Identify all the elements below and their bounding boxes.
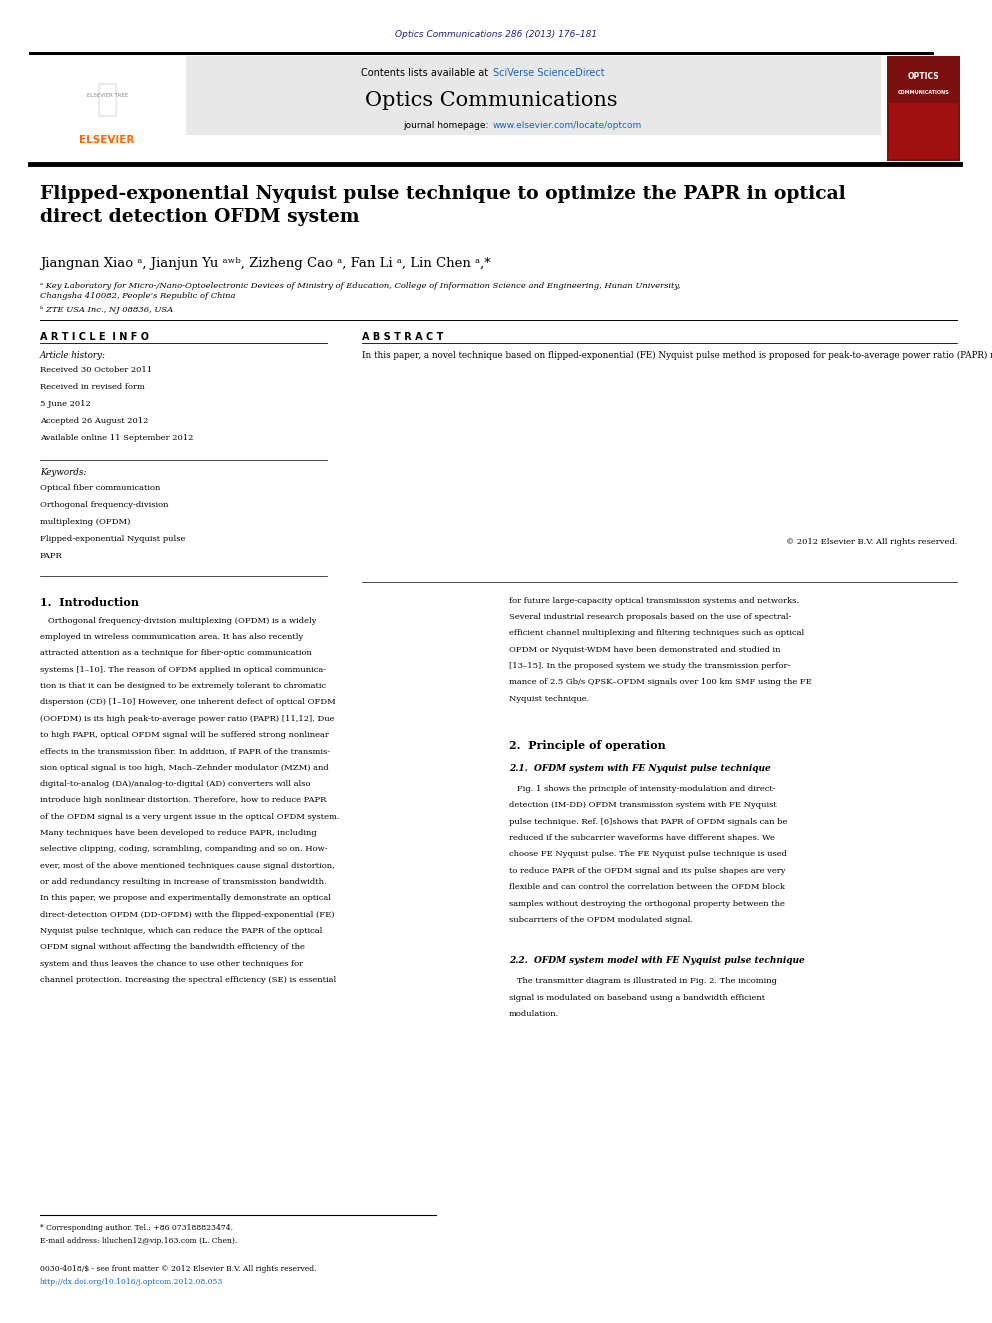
Text: 0030-4018/$ - see front matter © 2012 Elsevier B.V. All rights reserved.: 0030-4018/$ - see front matter © 2012 El… — [40, 1265, 316, 1273]
Text: http://dx.doi.org/10.1016/j.optcom.2012.08.053: http://dx.doi.org/10.1016/j.optcom.2012.… — [40, 1278, 223, 1286]
Text: subcarriers of the OFDM modulated signal.: subcarriers of the OFDM modulated signal… — [509, 916, 692, 923]
Text: detection (IM-DD) OFDM transmission system with FE Nyquist: detection (IM-DD) OFDM transmission syst… — [509, 802, 777, 810]
Text: selective clipping, coding, scrambling, companding and so on. How-: selective clipping, coding, scrambling, … — [40, 845, 327, 853]
Text: choose FE Nyquist pulse. The FE Nyquist pulse technique is used: choose FE Nyquist pulse. The FE Nyquist … — [509, 851, 787, 859]
Text: © 2012 Elsevier B.V. All rights reserved.: © 2012 Elsevier B.V. All rights reserved… — [786, 538, 957, 546]
Text: Available online 11 September 2012: Available online 11 September 2012 — [40, 434, 193, 442]
Text: pulse technique. Ref. [6]shows that PAPR of OFDM signals can be: pulse technique. Ref. [6]shows that PAPR… — [509, 818, 788, 826]
Text: journal homepage:: journal homepage: — [403, 122, 491, 130]
Text: OPTICS: OPTICS — [908, 73, 939, 81]
Text: systems [1–10]. The reason of OFDM applied in optical communica-: systems [1–10]. The reason of OFDM appli… — [40, 665, 325, 673]
Text: Flipped-exponential Nyquist pulse: Flipped-exponential Nyquist pulse — [40, 534, 186, 542]
Text: OFDM or Nyquist-WDM have been demonstrated and studied in: OFDM or Nyquist-WDM have been demonstrat… — [509, 646, 781, 654]
Text: reduced if the subcarrier waveforms have different shapes. We: reduced if the subcarrier waveforms have… — [509, 835, 775, 843]
Text: Jiangnan Xiao ᵃ, Jianjun Yu ᵃʷᵇ, Zizheng Cao ᵃ, Fan Li ᵃ, Lin Chen ᵃ,*: Jiangnan Xiao ᵃ, Jianjun Yu ᵃʷᵇ, Zizheng… — [40, 257, 490, 270]
Text: (OOFDM) is its high peak-to-average power ratio (PAPR) [11,12]. Due: (OOFDM) is its high peak-to-average powe… — [40, 714, 334, 722]
Text: Optical fiber communication: Optical fiber communication — [40, 484, 160, 492]
Text: mance of 2.5 Gb/s QPSK–OFDM signals over 100 km SMF using the FE: mance of 2.5 Gb/s QPSK–OFDM signals over… — [509, 679, 811, 687]
Text: signal is modulated on baseband using a bandwidth efficient: signal is modulated on baseband using a … — [509, 994, 765, 1002]
Text: A B S T R A C T: A B S T R A C T — [362, 332, 443, 343]
Text: ELSEVIER: ELSEVIER — [79, 135, 135, 146]
Text: Several industrial research proposals based on the use of spectral-: Several industrial research proposals ba… — [509, 613, 792, 620]
Text: efficient channel multiplexing and filtering techniques such as optical: efficient channel multiplexing and filte… — [509, 630, 805, 638]
Text: Contents lists available at: Contents lists available at — [361, 67, 491, 78]
Text: digital-to-analog (DA)/analog-to-digital (AD) converters will also: digital-to-analog (DA)/analog-to-digital… — [40, 779, 310, 789]
Text: In this paper, we propose and experimentally demonstrate an optical: In this paper, we propose and experiment… — [40, 894, 330, 902]
Text: dispersion (CD) [1–10] However, one inherent defect of optical OFDM: dispersion (CD) [1–10] However, one inhe… — [40, 699, 335, 706]
Text: for future large-capacity optical transmission systems and networks.: for future large-capacity optical transm… — [509, 597, 799, 605]
Text: COMMUNICATIONS: COMMUNICATIONS — [898, 90, 949, 95]
Text: Optics Communications 286 (2013) 176–181: Optics Communications 286 (2013) 176–181 — [395, 30, 597, 40]
Text: The transmitter diagram is illustrated in Fig. 2. The incoming: The transmitter diagram is illustrated i… — [509, 978, 777, 986]
Text: [13–15]. In the proposed system we study the transmission perfor-: [13–15]. In the proposed system we study… — [509, 662, 791, 669]
Text: ᵃ Key Laboratory for Micro-/Nano-Optoelectronic Devices of Ministry of Education: ᵃ Key Laboratory for Micro-/Nano-Optoele… — [40, 282, 681, 300]
Text: Many techniques have been developed to reduce PAPR, including: Many techniques have been developed to r… — [40, 830, 316, 837]
Text: Optics Communications: Optics Communications — [365, 91, 617, 110]
Text: Accepted 26 August 2012: Accepted 26 August 2012 — [40, 417, 148, 425]
Text: 1.  Introduction: 1. Introduction — [40, 597, 139, 607]
Text: A R T I C L E  I N F O: A R T I C L E I N F O — [40, 332, 149, 343]
Text: to reduce PAPR of the OFDM signal and its pulse shapes are very: to reduce PAPR of the OFDM signal and it… — [509, 867, 786, 875]
Bar — [887, 56, 960, 161]
Text: ᵇ ZTE USA Inc., NJ 08836, USA: ᵇ ZTE USA Inc., NJ 08836, USA — [40, 306, 173, 314]
Text: Keywords:: Keywords: — [40, 468, 86, 478]
Text: system and thus leaves the chance to use other techniques for: system and thus leaves the chance to use… — [40, 959, 303, 967]
Text: employed in wireless communication area. It has also recently: employed in wireless communication area.… — [40, 632, 303, 640]
Text: Nyquist pulse technique, which can reduce the PAPR of the optical: Nyquist pulse technique, which can reduc… — [40, 927, 322, 935]
Text: of the OFDM signal is a very urgent issue in the optical OFDM system.: of the OFDM signal is a very urgent issu… — [40, 812, 339, 820]
Text: SciVerse ScienceDirect: SciVerse ScienceDirect — [493, 67, 605, 78]
Text: 2.1.  OFDM system with FE Nyquist pulse technique: 2.1. OFDM system with FE Nyquist pulse t… — [509, 763, 771, 773]
Text: ever, most of the above mentioned techniques cause signal distortion,: ever, most of the above mentioned techni… — [40, 861, 334, 869]
Text: ⬛: ⬛ — [95, 81, 119, 118]
Text: channel protection. Increasing the spectral efficiency (SE) is essential: channel protection. Increasing the spect… — [40, 976, 336, 984]
Text: Orthogonal frequency-division multiplexing (OFDM) is a widely: Orthogonal frequency-division multiplexi… — [40, 617, 316, 624]
Text: E-mail address: liluchen12@vip.163.com (L. Chen).: E-mail address: liluchen12@vip.163.com (… — [40, 1237, 237, 1245]
Text: Orthogonal frequency-division: Orthogonal frequency-division — [40, 501, 169, 509]
Bar — [30, 56, 881, 135]
Bar — [30, 56, 186, 161]
Text: sion optical signal is too high, Mach–Zehnder modulator (MZM) and: sion optical signal is too high, Mach–Ze… — [40, 763, 328, 771]
Text: PAPR: PAPR — [40, 552, 62, 560]
Text: www.elsevier.com/locate/optcom: www.elsevier.com/locate/optcom — [493, 122, 642, 130]
Text: OFDM signal without affecting the bandwidth efficiency of the: OFDM signal without affecting the bandwi… — [40, 943, 305, 951]
Text: 5 June 2012: 5 June 2012 — [40, 401, 90, 409]
Bar — [889, 103, 958, 159]
Text: flexible and can control the correlation between the OFDM block: flexible and can control the correlation… — [509, 884, 785, 892]
Text: * Corresponding author. Tel.: +86 073188823474.: * Corresponding author. Tel.: +86 073188… — [40, 1224, 233, 1232]
Text: multiplexing (OFDM): multiplexing (OFDM) — [40, 519, 130, 527]
Text: In this paper, a novel technique based on flipped-exponential (FE) Nyquist pulse: In this paper, a novel technique based o… — [362, 351, 992, 360]
Text: 2.  Principle of operation: 2. Principle of operation — [509, 740, 666, 751]
Text: samples without destroying the orthogonal property between the: samples without destroying the orthogona… — [509, 900, 785, 908]
Text: ELSEVIER TREE: ELSEVIER TREE — [86, 93, 128, 98]
Text: attracted attention as a technique for fiber-optic communication: attracted attention as a technique for f… — [40, 650, 311, 658]
Text: or add redundancy resulting in increase of transmission bandwidth.: or add redundancy resulting in increase … — [40, 878, 326, 886]
Text: tion is that it can be designed to be extremely tolerant to chromatic: tion is that it can be designed to be ex… — [40, 681, 325, 689]
Text: 2.2.  OFDM system model with FE Nyquist pulse technique: 2.2. OFDM system model with FE Nyquist p… — [509, 957, 805, 964]
Text: Article history:: Article history: — [40, 351, 106, 360]
Text: modulation.: modulation. — [509, 1009, 559, 1017]
Text: Received 30 October 2011: Received 30 October 2011 — [40, 366, 152, 374]
Text: Received in revised form: Received in revised form — [40, 384, 145, 392]
Text: Fig. 1 shows the principle of intensity-modulation and direct-: Fig. 1 shows the principle of intensity-… — [509, 785, 776, 792]
Text: Nyquist technique.: Nyquist technique. — [509, 695, 589, 703]
Text: Flipped-exponential Nyquist pulse technique to optimize the PAPR in optical
dire: Flipped-exponential Nyquist pulse techni… — [40, 185, 845, 226]
Text: direct-detection OFDM (DD-OFDM) with the flipped-exponential (FE): direct-detection OFDM (DD-OFDM) with the… — [40, 910, 334, 918]
Text: effects in the transmission fiber. In addition, if PAPR of the transmis-: effects in the transmission fiber. In ad… — [40, 747, 329, 755]
Text: introduce high nonlinear distortion. Therefore, how to reduce PAPR: introduce high nonlinear distortion. The… — [40, 796, 326, 804]
Text: to high PAPR, optical OFDM signal will be suffered strong nonlinear: to high PAPR, optical OFDM signal will b… — [40, 730, 328, 738]
